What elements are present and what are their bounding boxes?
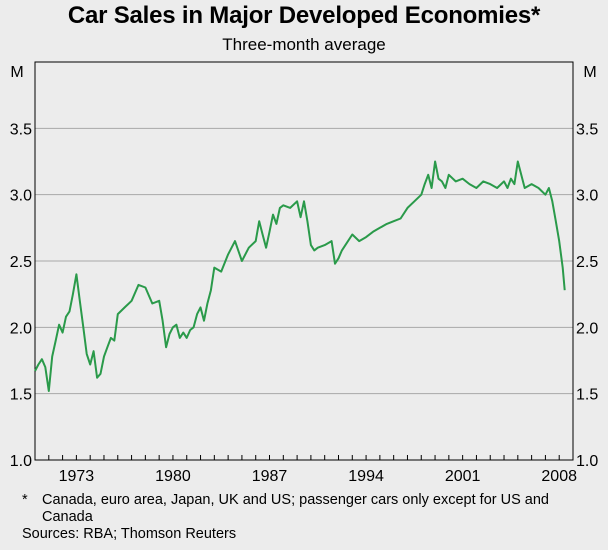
plot-frame: [34, 61, 574, 461]
x-axis-ticks: [34, 455, 574, 460]
footnote: * Canada, euro area, Japan, UK and US; p…: [22, 492, 562, 526]
footnote-mark: *: [22, 492, 28, 508]
x-tick-label: 2001: [445, 468, 481, 485]
series-line-car-sales: [34, 160, 566, 392]
y-tick-label-right: 3.0: [576, 188, 598, 205]
y-tick-label-left: 3.5: [10, 121, 32, 138]
y-tick-label-right: 2.0: [576, 320, 598, 337]
y-tick-label-left: 1.5: [10, 387, 32, 404]
x-tick-label: 2008: [541, 468, 577, 485]
y-tick-label-left: 2.0: [10, 320, 32, 337]
y-axis-left-unit: M: [10, 64, 23, 81]
x-tick-label: 1973: [59, 468, 95, 485]
y-tick-label-left: 1.0: [10, 453, 32, 470]
y-axis-right-unit: M: [583, 64, 596, 81]
y-tick-label-right: 1.0: [576, 453, 598, 470]
y-tick-label-right: 1.5: [576, 387, 598, 404]
x-tick-label: 1994: [348, 468, 384, 485]
chart-subtitle: Three-month average: [222, 35, 386, 54]
y-axis-left: 1.0 1.5 2.0 2.5 3.0 3.5: [10, 121, 32, 470]
gridlines: [35, 127, 573, 395]
x-axis-labels: 1973 1980 1987 1994 2001 2008: [59, 468, 578, 485]
y-tick-label-right: 2.5: [576, 254, 598, 271]
chart-notes: * Canada, euro area, Japan, UK and US; p…: [22, 492, 562, 543]
sources-text: Sources: RBA; Thomson Reuters: [22, 526, 237, 542]
x-tick-label: 1987: [252, 468, 288, 485]
y-axis-right: 1.0 1.5 2.0 2.5 3.0 3.5: [576, 121, 598, 470]
y-tick-label-right: 3.5: [576, 121, 598, 138]
x-tick-label: 1980: [155, 468, 191, 485]
chart-title: Car Sales in Major Developed Economies*: [67, 2, 541, 29]
y-tick-label-left: 2.5: [10, 254, 32, 271]
y-tick-label-left: 3.0: [10, 188, 32, 205]
footnote-text: Canada, euro area, Japan, UK and US; pas…: [42, 492, 549, 525]
